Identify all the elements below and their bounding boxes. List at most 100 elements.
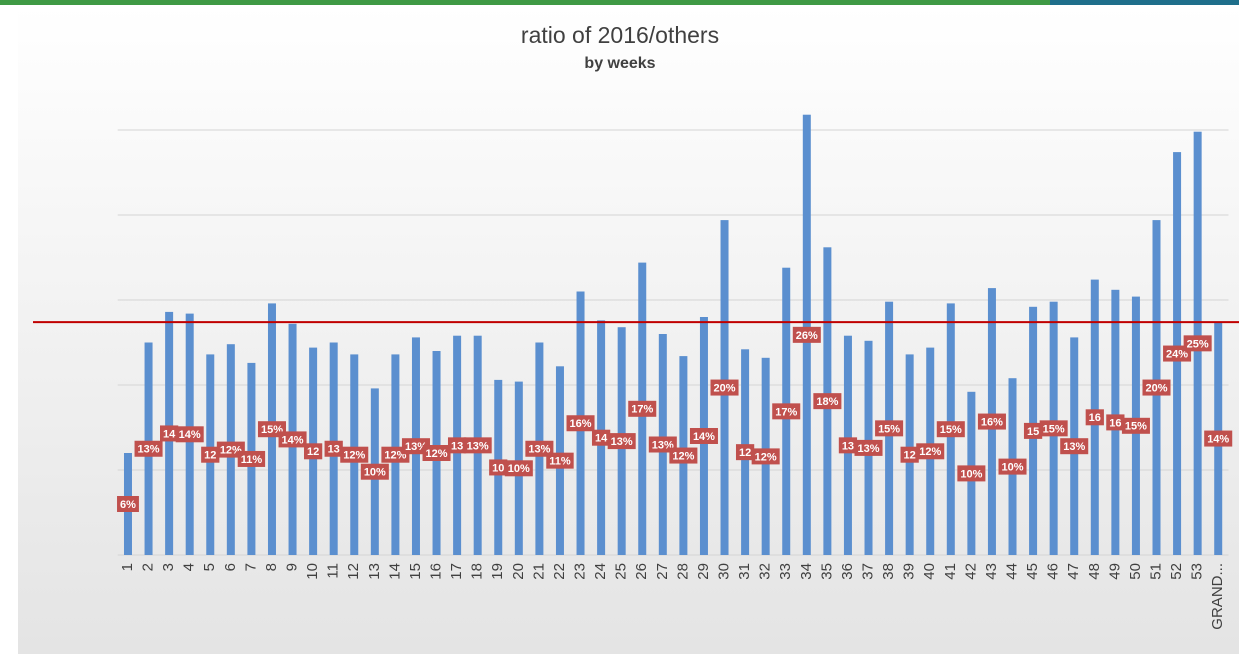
data-label: 6% bbox=[120, 499, 136, 511]
data-label-bg bbox=[237, 450, 266, 467]
data-label-bg bbox=[916, 443, 945, 460]
data-label-bg bbox=[201, 446, 220, 463]
data-label-bg bbox=[1039, 420, 1068, 437]
data-label-bg bbox=[1204, 430, 1233, 447]
data-label-bg bbox=[838, 437, 858, 454]
x-tick-label: 32 bbox=[757, 563, 774, 580]
data-label-bg bbox=[134, 440, 163, 457]
top-strip-right bbox=[1050, 0, 1239, 5]
data-label: 12% bbox=[220, 445, 242, 457]
data-label: 18% bbox=[816, 396, 838, 408]
data-label-bg bbox=[175, 426, 204, 443]
x-tick-label: 15 bbox=[407, 563, 424, 580]
x-tick-label: 40 bbox=[921, 563, 938, 580]
x-tick-label: 8 bbox=[263, 563, 280, 571]
data-label-bg bbox=[1121, 417, 1150, 434]
x-tick-label: 44 bbox=[1003, 563, 1020, 580]
x-tick-label: 20 bbox=[510, 563, 527, 580]
data-label: 13% bbox=[138, 444, 160, 456]
data-label-bg bbox=[854, 439, 883, 456]
x-tick-label: 13 bbox=[366, 563, 383, 580]
data-label-bg bbox=[324, 440, 343, 457]
data-label: 15 bbox=[1027, 426, 1039, 438]
x-tick-label: 47 bbox=[1065, 563, 1082, 580]
x-tick-label: 14 bbox=[386, 563, 403, 580]
data-label-bg bbox=[160, 425, 179, 442]
x-tick-label: 2 bbox=[140, 563, 157, 571]
x-tick-label: 51 bbox=[1147, 563, 1164, 580]
data-label-bg bbox=[772, 403, 801, 420]
data-label: 11% bbox=[549, 456, 571, 468]
data-label: 15% bbox=[878, 423, 900, 435]
data-label-bg bbox=[1183, 335, 1212, 352]
x-tick-label: 9 bbox=[284, 563, 301, 571]
data-label-bg bbox=[669, 447, 698, 464]
data-label: 14% bbox=[1207, 433, 1229, 445]
chart-subtitle: by weeks bbox=[584, 55, 655, 72]
data-label-bg bbox=[566, 415, 595, 432]
data-label-bg bbox=[1106, 414, 1125, 431]
data-label-bg bbox=[628, 400, 657, 417]
x-tick-label: 26 bbox=[633, 563, 650, 580]
data-label: 12% bbox=[384, 450, 406, 462]
data-label-bg bbox=[998, 458, 1027, 475]
data-label: 10% bbox=[508, 463, 530, 475]
data-label: 20% bbox=[714, 382, 736, 394]
x-tick-label: 25 bbox=[613, 563, 630, 580]
x-tick-label: 30 bbox=[715, 563, 732, 580]
data-label: 16 bbox=[1109, 417, 1121, 429]
data-label-bg bbox=[546, 452, 574, 469]
data-label: 10% bbox=[960, 468, 982, 480]
data-label: 13% bbox=[652, 439, 674, 451]
x-tick-label: 34 bbox=[798, 563, 815, 580]
x-tick-label: 36 bbox=[839, 563, 856, 580]
data-label: 10% bbox=[1001, 462, 1023, 474]
data-label-bg bbox=[900, 446, 919, 463]
data-label: 10% bbox=[364, 467, 386, 479]
x-tick-label: GRAND... bbox=[1209, 563, 1226, 630]
data-label-bg bbox=[504, 460, 533, 477]
data-label: 15% bbox=[940, 424, 962, 436]
data-label: 12% bbox=[343, 450, 365, 462]
data-label-bg bbox=[936, 421, 965, 438]
data-label: 12% bbox=[426, 448, 448, 460]
x-tick-label: 50 bbox=[1127, 563, 1144, 580]
data-label: 14% bbox=[179, 429, 201, 441]
data-label-bg bbox=[303, 443, 323, 460]
x-tick-label: 6 bbox=[222, 563, 239, 571]
data-label-bg bbox=[117, 496, 139, 512]
data-label-bg bbox=[875, 420, 904, 437]
x-tick-label: 39 bbox=[901, 563, 918, 580]
top-strip bbox=[0, 0, 1050, 5]
x-tick-label: 22 bbox=[551, 563, 568, 580]
data-label: 12 bbox=[904, 450, 916, 462]
x-tick-label: 37 bbox=[859, 563, 876, 580]
data-label: 17% bbox=[631, 404, 653, 416]
x-tick-label: 42 bbox=[962, 563, 979, 580]
data-label-bg bbox=[813, 393, 842, 410]
data-label: 12% bbox=[672, 450, 694, 462]
data-label: 14 bbox=[163, 428, 176, 440]
data-label: 10 bbox=[492, 462, 504, 474]
data-label-bg bbox=[689, 428, 718, 444]
data-label-bg bbox=[957, 465, 986, 482]
data-label-bg bbox=[710, 379, 739, 396]
data-label: 26% bbox=[796, 330, 818, 342]
data-label-bg bbox=[977, 413, 1006, 430]
x-tick-label: 48 bbox=[1086, 563, 1103, 580]
x-tick-label: 41 bbox=[942, 563, 959, 580]
data-label-bg bbox=[1023, 422, 1043, 439]
data-label: 12 bbox=[204, 450, 216, 462]
data-label-bg bbox=[447, 437, 467, 454]
data-label-bg bbox=[591, 429, 611, 446]
data-label: 14% bbox=[693, 431, 715, 443]
x-tick-label: 45 bbox=[1024, 563, 1041, 580]
data-label: 11% bbox=[241, 454, 263, 466]
x-tick-label: 21 bbox=[530, 563, 547, 580]
data-label-bg bbox=[792, 326, 821, 343]
data-label: 17% bbox=[775, 406, 797, 418]
data-label-bg bbox=[751, 448, 780, 465]
x-tick-label: 24 bbox=[592, 563, 609, 580]
data-label-bg bbox=[422, 445, 451, 461]
